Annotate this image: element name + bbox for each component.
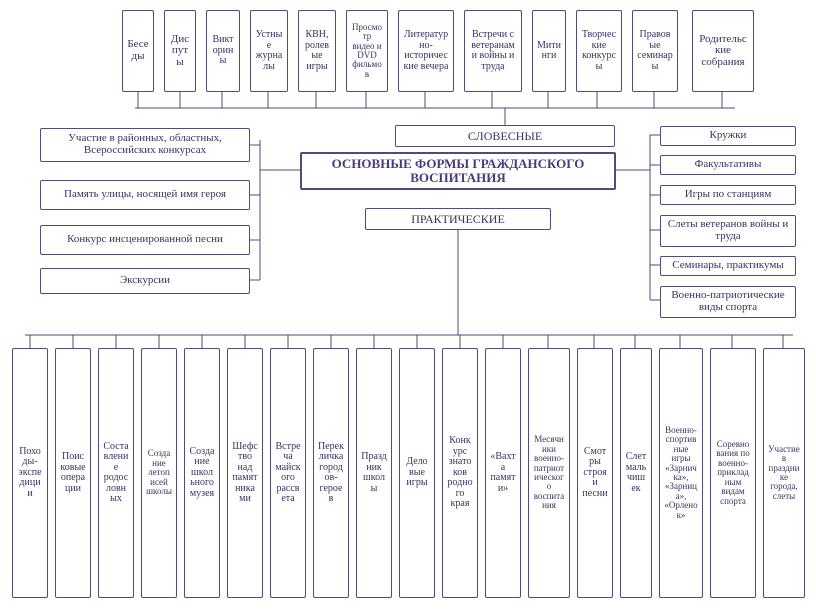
bottom-item-11-text: «Вахта памяти» xyxy=(490,452,516,494)
left-item-3: Экскурсии xyxy=(40,268,250,294)
top-item-7: Встречи с ветеранами войны и труда xyxy=(464,10,522,92)
bottom-item-16: Соревнования по военно-прикладным видам … xyxy=(710,348,756,598)
top-item-1: Диспуты xyxy=(164,10,196,92)
bottom-item-4-text: Создание школьного музея xyxy=(189,447,215,500)
bottom-item-2: Составление родословных xyxy=(98,348,134,598)
right-item-3-text: Слеты ветеранов войны и труда xyxy=(665,219,791,242)
left-item-2-text: Конкурс инсценированной песни xyxy=(67,234,223,246)
central-title-text: ОСНОВНЫЕ ФОРМЫ ГРАЖДАНСКОГО ВОСПИТАНИЯ xyxy=(306,157,610,184)
bottom-item-2-text: Составление родословных xyxy=(103,442,129,505)
verbal-text: СЛОВЕСНЫЕ xyxy=(468,130,542,143)
top-item-3: Устные журналы xyxy=(250,10,288,92)
bottom-item-3: Создание летописей школы xyxy=(141,348,177,598)
bottom-item-6: Встреча майского рассвета xyxy=(270,348,306,598)
top-item-6: Литературно-исторические вечера xyxy=(398,10,454,92)
top-item-5-text: Просмотр видео и DVD фильмов xyxy=(351,23,383,80)
bottom-item-12: Месячники военно-патриотического воспита… xyxy=(528,348,570,598)
top-item-0: Беседы xyxy=(122,10,154,92)
top-item-8: Митинги xyxy=(532,10,566,92)
bottom-item-8: Праздник школы xyxy=(356,348,392,598)
bottom-item-7: Перекличка городов-героев xyxy=(313,348,349,598)
bottom-item-0-text: Походы-экспедиции xyxy=(17,447,43,500)
bottom-item-10: Конкурс знатоков родного края xyxy=(442,348,478,598)
top-item-11: Родительские собрания xyxy=(692,10,754,92)
bottom-item-9-text: Деловые игры xyxy=(404,457,430,489)
top-item-1-text: Диспуты xyxy=(169,34,191,69)
right-item-4-text: Семинары, практикумы xyxy=(672,260,783,272)
practical-text: ПРАКТИЧЕСКИЕ xyxy=(411,213,505,226)
top-item-9-text: Творческие конкурсы xyxy=(581,30,617,72)
left-item-3-text: Экскурсии xyxy=(120,275,170,287)
right-item-0: Кружки xyxy=(660,126,796,146)
bottom-item-14-text: Слет мальчишек xyxy=(625,452,647,494)
bottom-item-8-text: Праздник школы xyxy=(361,452,387,494)
bottom-item-3-text: Создание летописей школы xyxy=(146,449,172,496)
top-item-6-text: Литературно-исторические вечера xyxy=(403,30,449,72)
right-item-5-text: Военно-патриотические виды спорта xyxy=(665,290,791,313)
right-item-2-text: Игры по станциям xyxy=(685,189,772,201)
bottom-item-1-text: Поисковые операции xyxy=(60,452,86,494)
bottom-item-13-text: Смотры строя и песни xyxy=(582,447,608,500)
bottom-item-5-text: Шефство над памятниками xyxy=(232,442,258,505)
right-item-1: Факультативы xyxy=(660,155,796,175)
bottom-item-15-text: Военно-спортивные игры «Зарничка», «Зарн… xyxy=(664,426,698,520)
right-item-4: Семинары, практикумы xyxy=(660,256,796,276)
bottom-item-14: Слет мальчишек xyxy=(620,348,652,598)
top-item-4-text: КВН, ролевые игры xyxy=(303,30,331,72)
top-item-5: Просмотр видео и DVD фильмов xyxy=(346,10,388,92)
left-item-1-text: Память улицы, носящей имя героя xyxy=(64,189,226,201)
top-item-2-text: Викторины xyxy=(211,35,235,67)
left-item-0-text: Участие в районных, областных, Всероссий… xyxy=(45,133,245,156)
top-item-11-text: Родительские собрания xyxy=(697,34,749,69)
bottom-item-6-text: Встреча майского рассвета xyxy=(275,442,301,505)
bottom-item-15: Военно-спортивные игры «Зарничка», «Зарн… xyxy=(659,348,703,598)
bottom-item-7-text: Перекличка городов-героев xyxy=(318,442,344,505)
practical-node: ПРАКТИЧЕСКИЕ xyxy=(365,208,551,230)
bottom-item-9: Деловые игры xyxy=(399,348,435,598)
right-item-3: Слеты ветеранов войны и труда xyxy=(660,215,796,247)
right-item-2: Игры по станциям xyxy=(660,185,796,205)
right-item-5: Военно-патриотические виды спорта xyxy=(660,286,796,318)
verbal-node: СЛОВЕСНЫЕ xyxy=(395,125,615,147)
bottom-item-17: Участие в празднике города, слеты xyxy=(763,348,805,598)
top-item-9: Творческие конкурсы xyxy=(576,10,622,92)
bottom-item-5: Шефство над памятниками xyxy=(227,348,263,598)
top-item-3-text: Устные журналы xyxy=(255,30,283,72)
bottom-item-0: Походы-экспедиции xyxy=(12,348,48,598)
top-item-10-text: Правовые семинары xyxy=(637,30,673,72)
left-item-1: Память улицы, носящей имя героя xyxy=(40,180,250,210)
bottom-item-17-text: Участие в празднике города, слеты xyxy=(768,445,800,502)
bottom-item-12-text: Месячники военно-патриотического воспита… xyxy=(533,435,565,511)
bottom-item-13: Смотры строя и песни xyxy=(577,348,613,598)
top-item-7-text: Встречи с ветеранами войны и труда xyxy=(469,30,517,72)
left-item-0: Участие в районных, областных, Всероссий… xyxy=(40,128,250,162)
bottom-item-16-text: Соревнования по военно-прикладным видам … xyxy=(715,440,751,506)
right-item-0-text: Кружки xyxy=(710,130,747,142)
bottom-item-10-text: Конкурс знатоков родного края xyxy=(447,436,473,510)
top-item-2: Викторины xyxy=(206,10,240,92)
top-item-4: КВН, ролевые игры xyxy=(298,10,336,92)
top-item-8-text: Митинги xyxy=(537,41,561,62)
bottom-item-11: «Вахта памяти» xyxy=(485,348,521,598)
left-item-2: Конкурс инсценированной песни xyxy=(40,225,250,255)
bottom-item-4: Создание школьного музея xyxy=(184,348,220,598)
diagram-stage: ОСНОВНЫЕ ФОРМЫ ГРАЖДАНСКОГО ВОСПИТАНИЯ С… xyxy=(0,0,816,613)
top-item-10: Правовые семинары xyxy=(632,10,678,92)
bottom-item-1: Поисковые операции xyxy=(55,348,91,598)
top-item-0-text: Беседы xyxy=(127,39,149,62)
central-title: ОСНОВНЫЕ ФОРМЫ ГРАЖДАНСКОГО ВОСПИТАНИЯ xyxy=(300,152,616,190)
right-item-1-text: Факультативы xyxy=(695,159,762,171)
